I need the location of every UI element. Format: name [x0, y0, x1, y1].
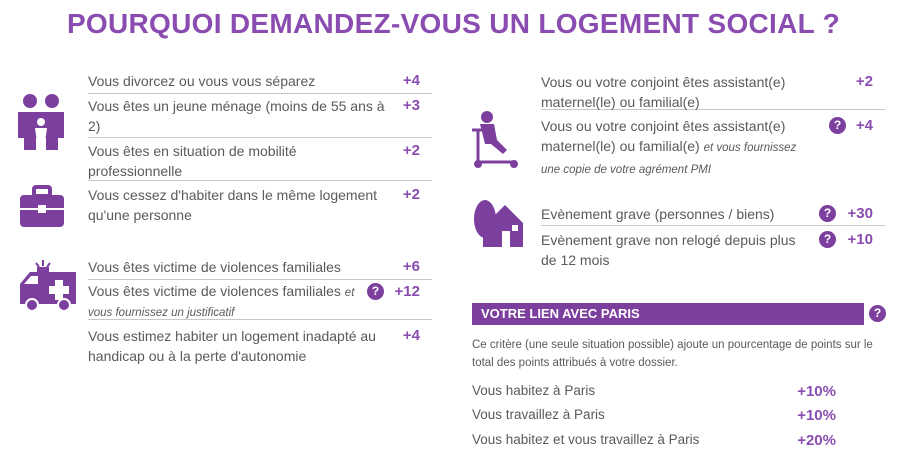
help-button[interactable]: ? — [819, 205, 836, 222]
child-scooter-icon — [472, 111, 518, 168]
lien-paris-header: VOTRE LIEN AVEC PARIS — [472, 303, 864, 325]
lien-row-label: Vous habitez et vous travaillez à Paris — [472, 432, 700, 447]
criteria-row-handicap: Vous estimez habiter un logement inadapt… — [88, 326, 432, 368]
lien-row-habitez: Vous habitez à Paris +10% — [472, 383, 844, 400]
house-tree-icon — [474, 200, 523, 247]
lien-help-button[interactable]: ? — [869, 305, 886, 322]
criteria-row-evenement-non-reloge: Evènement grave non relogé depuis plus d… — [541, 230, 885, 272]
lien-paris-title: VOTRE LIEN AVEC PARIS — [481, 306, 640, 321]
criteria-italic-text: et vous fournissez un justificatif — [88, 287, 355, 319]
criteria-text: Vous êtes un jeune ménage (moins de 55 a… — [88, 98, 385, 134]
criteria-text: Vous êtes victime de violences familiale… — [88, 259, 341, 275]
lien-row-label: Vous habitez à Paris — [472, 383, 596, 398]
criteria-row-cessez-habiter: Vous cessez d'habiter dans le même logem… — [88, 185, 432, 227]
criteria-points: +4 — [855, 117, 873, 134]
criteria-row-assistant: Vous ou votre conjoint êtes assistant(e)… — [541, 72, 885, 110]
criteria-points: +2 — [855, 73, 873, 90]
criteria-points: +3 — [402, 97, 420, 114]
criteria-row-jeune-menage: Vous êtes un jeune ménage (moins de 55 a… — [88, 96, 432, 138]
help-button[interactable]: ? — [819, 231, 836, 248]
criteria-text: Vous êtes en situation de mobilité profe… — [88, 143, 297, 179]
lien-row-value: +10% — [797, 407, 836, 424]
criteria-row-mobilite: Vous êtes en situation de mobilité profe… — [88, 141, 432, 181]
criteria-points: +2 — [402, 142, 420, 159]
lien-row-value: +20% — [797, 432, 836, 449]
criteria-points: +4 — [402, 327, 420, 344]
criteria-text: Evènement grave non relogé depuis plus d… — [541, 232, 796, 268]
lien-row-habitez-travaillez: Vous habitez et vous travaillez à Paris … — [472, 432, 844, 449]
help-button[interactable]: ? — [367, 283, 384, 300]
criteria-text: Vous cessez d'habiter dans le même logem… — [88, 187, 378, 223]
criteria-text: Vous ou votre conjoint êtes assistant(e)… — [541, 118, 786, 154]
criteria-text: Vous divorcez ou vous vous séparez — [88, 73, 316, 89]
criteria-points: +2 — [402, 186, 420, 203]
couple-with-child-icon — [18, 94, 64, 150]
briefcase-icon — [20, 185, 64, 227]
criteria-points: +6 — [402, 258, 420, 275]
criteria-italic-text: et vous fournissez une copie de votre ag… — [541, 142, 797, 176]
criteria-text: Vous ou votre conjoint êtes assistant(e)… — [541, 74, 786, 110]
criteria-text: Vous estimez habiter un logement inadapt… — [88, 328, 376, 364]
lien-row-value: +10% — [797, 383, 836, 400]
criteria-row-violences-justificatif: Vous êtes victime de violences familiale… — [88, 282, 432, 320]
criteria-points: +30 — [847, 205, 873, 222]
criteria-row-evenement-grave: Evènement grave (personnes / biens) ? +3… — [541, 203, 885, 226]
help-button[interactable]: ? — [829, 117, 846, 134]
criteria-row-violences: Vous êtes victime de violences familiale… — [88, 256, 432, 280]
criteria-text: Vous êtes victime de violences familiale… — [88, 283, 341, 299]
criteria-points: +10 — [847, 231, 873, 248]
criteria-points: +4 — [402, 72, 420, 89]
criteria-text: Evènement grave (personnes / biens) — [541, 206, 775, 222]
criteria-row-divorce: Vous divorcez ou vous vous séparez +4 — [88, 70, 432, 94]
ambulance-icon — [20, 260, 76, 312]
page-title: POURQUOI DEMANDEZ-VOUS UN LOGEMENT SOCIA… — [66, 8, 841, 39]
lien-paris-note: Ce critère (une seule situation possible… — [472, 339, 873, 369]
criteria-points: +12 — [394, 283, 420, 300]
lien-row-travaillez: Vous travaillez à Paris +10% — [472, 407, 844, 424]
lien-row-label: Vous travaillez à Paris — [472, 407, 605, 422]
criteria-row-assistant-pmi: Vous ou votre conjoint êtes assistant(e)… — [541, 116, 885, 176]
